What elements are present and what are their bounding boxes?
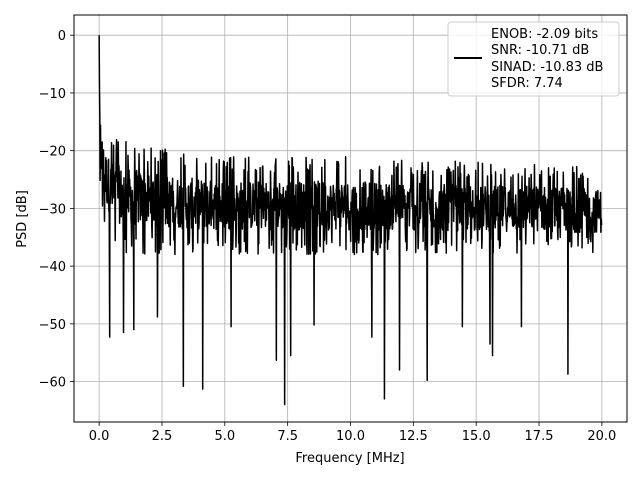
x-tick-label: 0.0 [89, 429, 110, 444]
x-tick-label: 5.0 [214, 429, 235, 444]
x-tick-label: 17.5 [525, 429, 554, 444]
plot-area [98, 35, 603, 406]
y-axis: 0 −10 −20 −30 −40 −50 −60 [39, 29, 74, 391]
legend-box [447, 21, 620, 97]
legend: ENOB: -2.09 bits SNR: -10.71 dB SINAD: -… [447, 21, 620, 97]
y-tick-label: −50 [39, 318, 66, 333]
y-tick-label: −20 [39, 145, 66, 160]
x-tick-label: 10.0 [336, 429, 365, 444]
x-tick-label: 2.5 [152, 429, 173, 444]
legend-line-sinad: SINAD: -10.83 dB [491, 60, 603, 75]
x-tick-label: 7.5 [277, 429, 298, 444]
x-axis: 0.0 2.5 5.0 7.5 10.0 12.5 15.0 17.5 20.0 [89, 422, 616, 444]
x-tick-label: 20.0 [587, 429, 616, 444]
y-tick-label: −40 [39, 260, 66, 275]
legend-line-enob: ENOB: -2.09 bits [491, 27, 598, 42]
x-tick-label: 12.5 [399, 429, 428, 444]
y-tick-label: −10 [39, 87, 66, 102]
y-tick-label: −30 [39, 202, 66, 217]
legend-line-sfdr: SFDR: 7.74 [491, 76, 563, 91]
y-tick-label: −60 [39, 376, 66, 391]
legend-line-snr: SNR: -10.71 dB [491, 43, 589, 58]
x-axis-label: Frequency [MHz] [295, 451, 404, 466]
x-tick-label: 15.0 [462, 429, 491, 444]
y-tick-label: 0 [58, 29, 66, 44]
y-axis-label: PSD [dB] [15, 190, 30, 248]
psd-series-line [98, 35, 603, 406]
